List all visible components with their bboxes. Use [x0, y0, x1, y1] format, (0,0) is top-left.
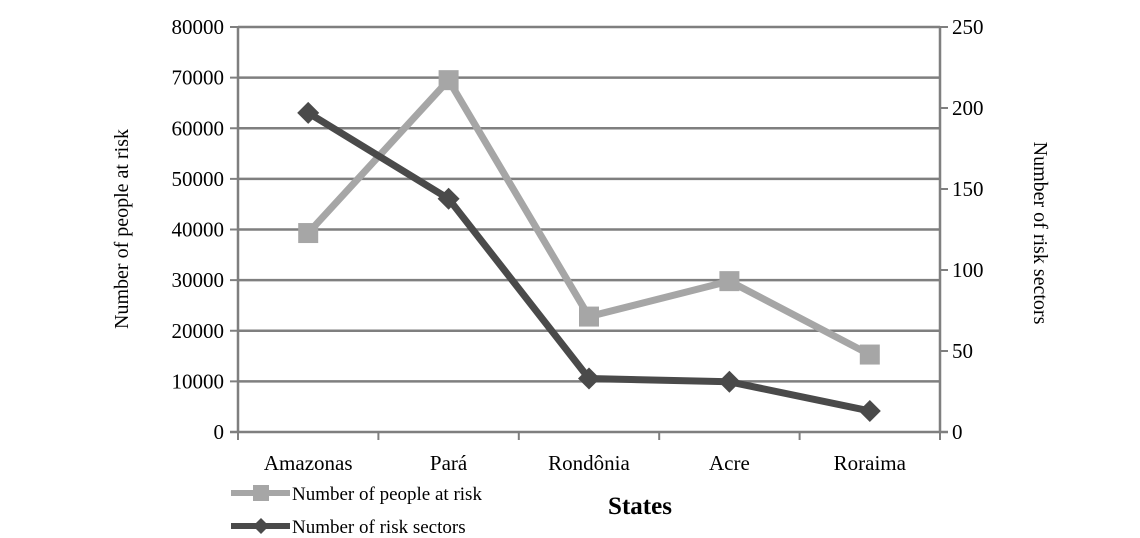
tick-label-x: Acre: [709, 451, 750, 475]
y-axis-title-right: Number of risk sectors: [1029, 142, 1051, 325]
data-point-people-at-risk: [859, 344, 880, 365]
data-point-risk-sectors: [858, 399, 881, 422]
legend-item-people: Number of people at risk: [231, 484, 482, 505]
tick-label-right: 150: [952, 177, 984, 201]
gridlines: [230, 25, 948, 434]
data-point-risk-sectors: [578, 367, 600, 390]
data-point-people-at-risk: [719, 271, 740, 292]
right-axis-ticks: 0 50 100 150 200 250: [940, 15, 984, 444]
tick-label-left: 40000: [172, 218, 225, 242]
tick-label-x: Rondônia: [548, 451, 630, 475]
x-axis-title: States: [608, 493, 672, 520]
tick-label-left: 50000: [172, 167, 225, 191]
data-point-risk-sectors: [297, 101, 320, 124]
tick-label-x: Pará: [430, 451, 468, 475]
legend-label-sectors: Number of risk sectors: [292, 517, 466, 538]
series-line-risk-sectors: [306, 109, 871, 415]
tick-label-left: 70000: [172, 66, 225, 90]
data-point-people-at-risk: [438, 70, 459, 91]
tick-label-left: 0: [214, 420, 225, 444]
left-axis-ticks: 0 10000 20000 30000 40000 50000 60000 70000 8000…: [172, 15, 238, 444]
tick-label-right: 250: [952, 15, 984, 39]
tick-label-right: 200: [952, 96, 984, 120]
tick-label-left: 30000: [172, 268, 225, 292]
data-point-risk-sectors: [718, 370, 741, 393]
legend: Number of people at risk Number of risk …: [231, 484, 482, 538]
tick-label-left: 60000: [172, 116, 225, 140]
y-axis-title-left: Number of people at risk: [111, 129, 133, 329]
tick-label-x: Amazonas: [264, 451, 353, 475]
legend-label-people: Number of people at risk: [292, 484, 482, 505]
tick-label-right: 0: [952, 420, 963, 444]
series-layer: [297, 70, 881, 422]
tick-label-right: 100: [952, 258, 984, 282]
tick-label-left: 80000: [172, 15, 225, 39]
data-point-people-at-risk: [298, 223, 319, 244]
tick-label-left: 10000: [172, 369, 225, 393]
tick-label-x: Roraima: [834, 451, 907, 475]
data-point-people-at-risk: [579, 306, 599, 327]
data-point-risk-sectors: [437, 187, 460, 210]
legend-item-sectors: Number of risk sectors: [231, 517, 466, 538]
tick-label-left: 20000: [172, 319, 225, 343]
tick-label-right: 50: [952, 339, 973, 363]
x-axis-ticks: Amazonas Pará Rondônia Acre Roraima: [237, 432, 941, 475]
